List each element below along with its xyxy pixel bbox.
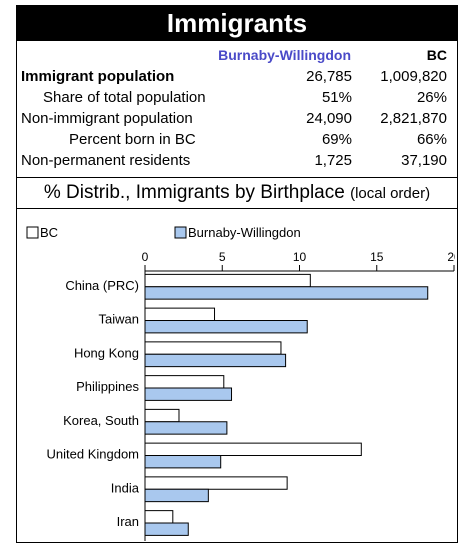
divider [17, 208, 457, 209]
birthplace-chart: BC Burnaby-Willingdon 0 5 10 15 20 China (PRC) T… [19, 211, 461, 541]
bar-region [144, 488, 209, 503]
x-tick-label: 10 [293, 250, 307, 264]
category-label: Hong Kong [74, 345, 139, 360]
row-value-region: 26,785 [306, 68, 352, 85]
column-header-bc: BC [426, 47, 447, 63]
row-label: Non-immigrant population [21, 110, 193, 127]
table-row: Non-immigrant population 24,090 2,821,870 [17, 108, 457, 130]
category-label: India [111, 480, 140, 495]
bar-bc [144, 341, 282, 355]
bar-bc [144, 476, 288, 490]
category-label: Philippines [76, 379, 139, 394]
row-value-bc: 66% [416, 131, 447, 148]
bar-region [144, 455, 222, 469]
bar-chart-svg: BC Burnaby-Willingdon 0 5 10 15 20 China (PRC) T… [26, 225, 461, 541]
bar-region [144, 387, 233, 401]
table-row: Percent born in BC 69% 66% [17, 129, 457, 151]
x-tick-label: 5 [219, 250, 226, 264]
category-label: Iran [117, 514, 139, 529]
page-title: Immigrants [17, 6, 457, 41]
x-tick-label: 15 [370, 250, 384, 264]
row-value-bc: 1,009,820 [380, 68, 447, 85]
row-value-bc: 26% [416, 89, 447, 106]
x-tick-label: 20 [447, 250, 455, 264]
row-value-region: 69% [321, 131, 352, 148]
row-value-region: 51% [321, 89, 352, 106]
legend-label: Burnaby-Willingdon [188, 225, 301, 240]
category-label: China (PRC) [65, 278, 139, 293]
bar-bc [144, 408, 180, 423]
bar-bc [144, 307, 216, 322]
table-row: Non-permanent residents 1,725 37,190 [17, 150, 457, 172]
row-value-region: 1,725 [314, 152, 352, 169]
row-label: Share of total population [43, 89, 206, 106]
chart-subtitle-main: % Distrib., Immigrants by Birthplace [43, 182, 345, 203]
row-value-region: 24,090 [306, 110, 352, 127]
bar-bc [144, 375, 225, 389]
divider [17, 177, 457, 178]
category-label: United Kingdom [47, 447, 140, 462]
profile-card: Immigrants Burnaby-Willingdon BC Immigra… [16, 5, 461, 543]
bar-bc [144, 273, 311, 288]
row-label: Immigrant population [21, 68, 175, 85]
row-label: Non-permanent residents [21, 152, 191, 169]
row-value-bc: 37,190 [401, 152, 447, 169]
table-row: Share of total population 51% 26% [17, 87, 457, 109]
legend-swatch [174, 226, 187, 239]
bar-region [144, 522, 189, 536]
legend-swatch [26, 226, 39, 239]
bar-region [144, 353, 287, 368]
legend-label: BC [40, 225, 58, 240]
row-value-bc: 2,821,870 [380, 110, 447, 127]
chart-subtitle-note: (local order) [350, 185, 431, 202]
chart-subtitle: % Distrib., Immigrants by Birthplace (lo… [17, 178, 457, 208]
table-row: Immigrant population 26,785 1,009,820 [17, 66, 457, 88]
bar-bc [144, 510, 174, 524]
bar-bc [144, 442, 362, 457]
x-tick-label: 0 [142, 250, 149, 264]
row-label: Percent born in BC [69, 131, 196, 148]
category-label: Taiwan [99, 312, 139, 327]
bar-region [144, 286, 429, 300]
bar-region [144, 421, 228, 435]
column-header-region: Burnaby-Willingdon [218, 47, 351, 63]
bar-region [144, 320, 308, 334]
category-label: Korea, South [63, 413, 139, 428]
